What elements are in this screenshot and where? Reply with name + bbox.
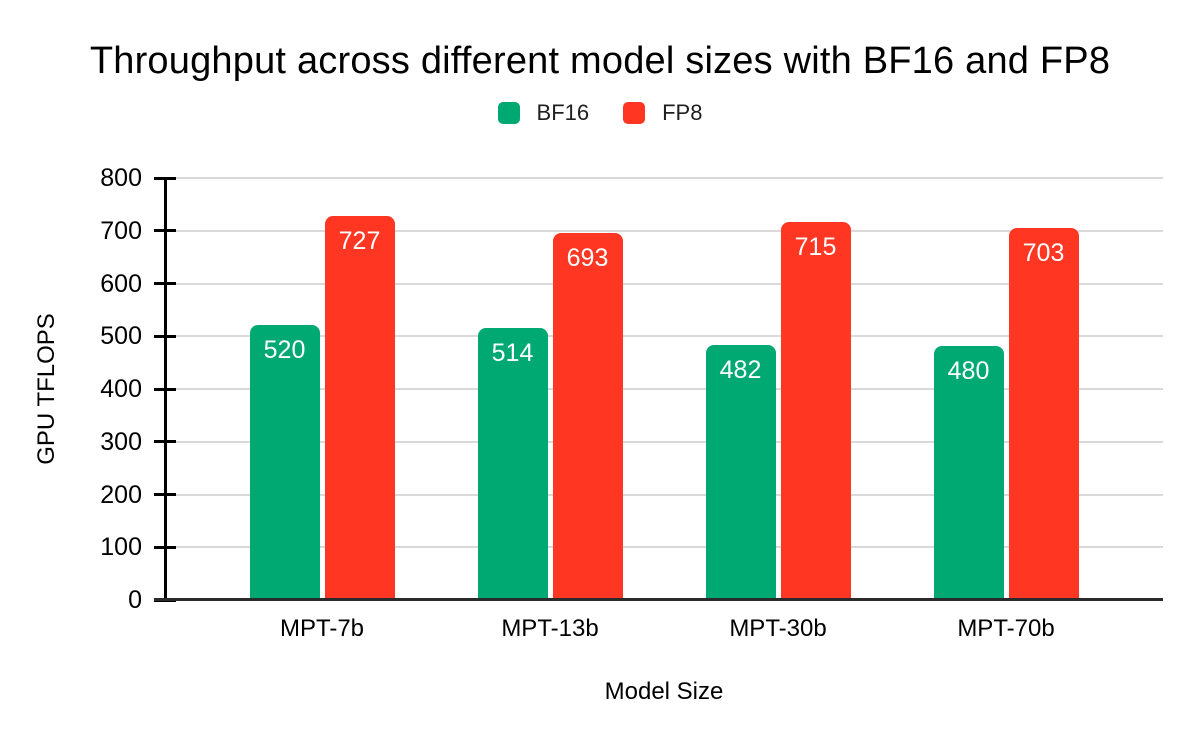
y-tick-label-100: 100: [100, 533, 142, 562]
bar-fp8-mpt-30b: 715: [780, 221, 851, 599]
gridline-800: [167, 177, 1163, 179]
legend-item-bf16: BF16: [497, 100, 590, 126]
y-tick-800: [154, 176, 176, 180]
y-tick-label-400: 400: [100, 375, 142, 403]
legend: BF16 FP8: [0, 100, 1200, 126]
y-tick-label-700: 700: [100, 216, 142, 245]
gridline-300: [167, 440, 1163, 443]
y-tick-label-500: 500: [100, 322, 142, 351]
chart-title: Throughput across different model sizes …: [89, 40, 1111, 82]
gridline-600: [167, 282, 1163, 285]
y-tick-100: [154, 545, 176, 549]
bar-value-label: 480: [947, 356, 990, 385]
bar-bf16-mpt-30b: 482: [705, 344, 776, 599]
y-tick-label-600: 600: [100, 269, 142, 298]
y-tick-200: [154, 493, 176, 496]
bar-bf16-mpt-13b: 514: [477, 327, 548, 599]
bar-fp8-mpt-7b: 727: [324, 215, 395, 599]
y-tick-300: [154, 440, 176, 444]
legend-swatch-fp8: [623, 102, 646, 124]
x-axis-line: [154, 598, 1163, 601]
bar-value-label: 514: [491, 338, 534, 367]
bar-fp8-mpt-13b: 693: [552, 233, 623, 599]
y-tick-700: [154, 229, 176, 233]
gridline-400: [167, 388, 1163, 390]
y-tick-label-300: 300: [100, 427, 142, 456]
bar-bf16-mpt-7b: 520: [249, 324, 320, 599]
bar-fp8-mpt-70b: 703: [1008, 228, 1079, 599]
y-tick-400: [154, 387, 176, 391]
y-tick-500: [154, 334, 176, 338]
gridline-500: [167, 335, 1163, 338]
gridline-100: [167, 546, 1163, 549]
y-tick-label-200: 200: [100, 480, 142, 509]
bar-value-label: 715: [794, 232, 837, 261]
x-category-label-mpt-70b: MPT-70b: [957, 615, 1055, 642]
y-tick-600: [154, 282, 176, 285]
x-category-label-mpt-30b: MPT-30b: [729, 615, 827, 642]
bar-value-label: 482: [719, 355, 762, 384]
legend-item-fp8: FP8: [623, 100, 702, 126]
x-category-label-mpt-13b: MPT-13b: [501, 615, 599, 642]
x-axis-title: Model Size: [604, 678, 724, 705]
legend-label-bf16: BF16: [536, 100, 590, 125]
legend-label-fp8: FP8: [662, 100, 703, 125]
legend-swatch-bf16: [497, 102, 520, 124]
bar-bf16-mpt-70b: 480: [933, 345, 1004, 599]
gridline-200: [167, 493, 1163, 496]
bar-value-label: 520: [263, 335, 306, 364]
gridline-700: [167, 229, 1163, 232]
bar-value-label: 693: [566, 244, 609, 273]
plot-area: GPU TFLOPS Model Size 0 100 200 300 400 500 60…: [33, 164, 1163, 705]
bar-value-label: 703: [1022, 239, 1065, 268]
x-category-label-mpt-7b: MPT-7b: [279, 615, 365, 642]
y-axis-title: GPU TFLOPS: [33, 313, 60, 465]
y-tick-label-800: 800: [100, 164, 142, 192]
y-tick-label-0: 0: [128, 586, 142, 614]
bar-value-label: 727: [338, 226, 381, 255]
